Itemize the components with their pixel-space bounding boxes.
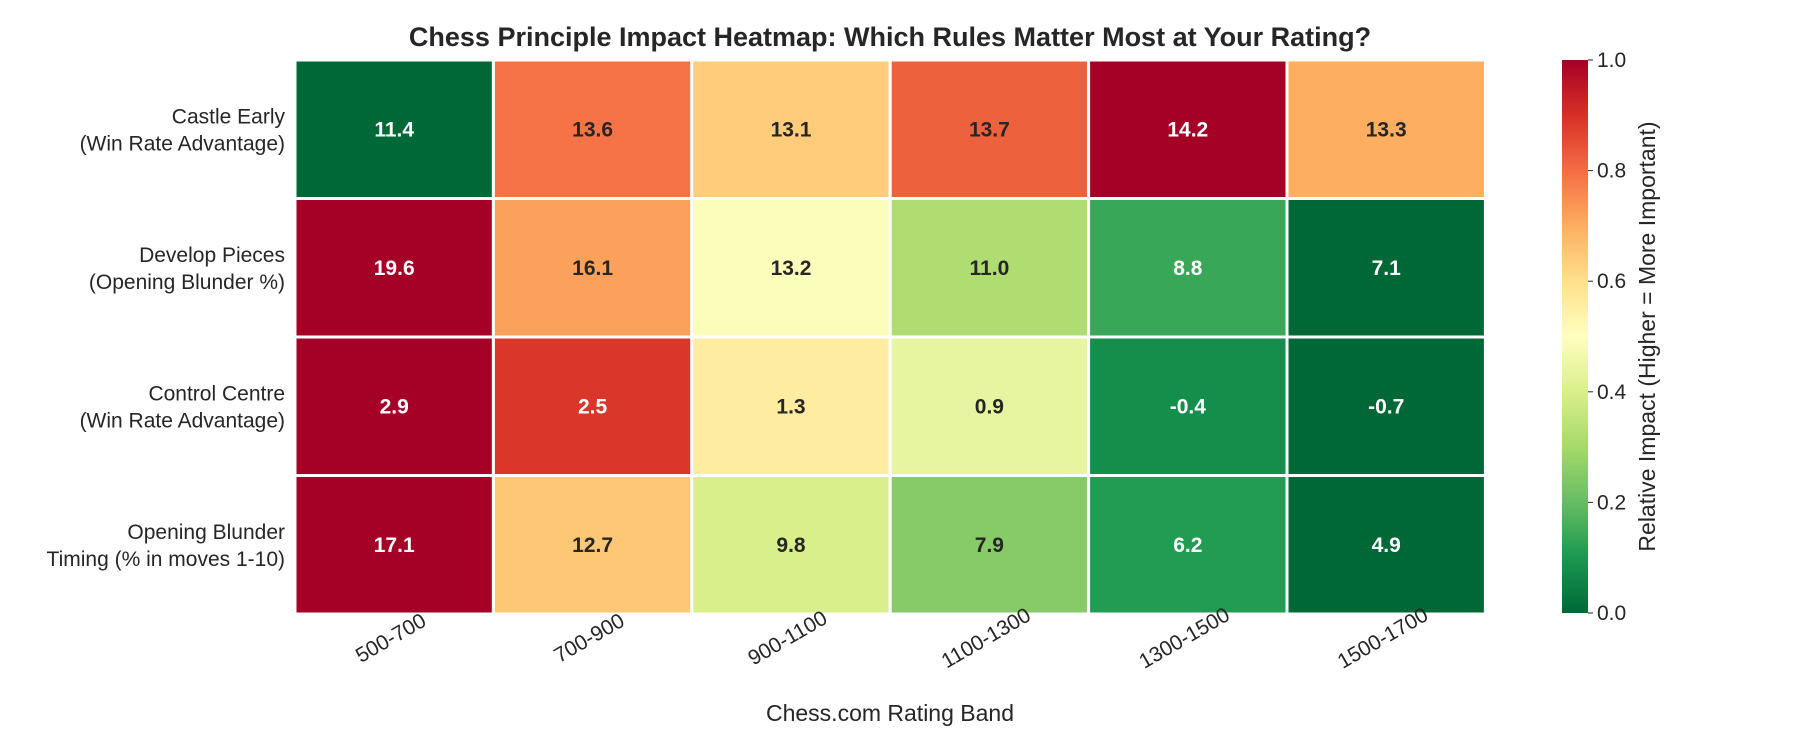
cell-value-label: 2.5 [578, 395, 608, 418]
colorbar-tick-label: 0.4 [1597, 381, 1627, 404]
cell-value-label: 2.9 [380, 395, 409, 418]
cell-value-label: 19.6 [374, 257, 415, 280]
heatmap-cell [690, 58, 892, 200]
cell-value-label: 8.8 [1173, 257, 1203, 280]
cell-value-label: 13.1 [771, 118, 812, 141]
heatmap-cell [491, 58, 694, 200]
heatmap-cell [491, 335, 694, 477]
heatmap-cell [1285, 197, 1487, 339]
row-label: Castle Early (Win Rate Advantage) [80, 105, 286, 155]
cell-value-label: -0.4 [1170, 395, 1207, 418]
cell-value-label: 11.4 [374, 118, 414, 141]
colorbar-tick-label: 0.8 [1597, 160, 1626, 183]
heatmap-cell [1285, 335, 1487, 477]
cell-value-label: 7.1 [1372, 257, 1402, 280]
colorbar-tick-label: 0.6 [1597, 270, 1626, 293]
x-tick-label: 500-700 [352, 609, 430, 667]
heatmap-cell [1087, 335, 1289, 477]
heatmap-cell [1285, 58, 1487, 200]
cell-value-label: 14.2 [1167, 118, 1208, 141]
cell-value-label: 13.3 [1366, 118, 1407, 141]
heatmap-cell [293, 474, 495, 616]
colorbar-tick-label: 0.0 [1597, 602, 1626, 625]
colorbar-gradient [1562, 60, 1588, 613]
x-axis-title: Chess.com Rating Band [766, 700, 1014, 726]
row-label: Develop Pieces (Opening Blunder %) [89, 244, 285, 294]
colorbar: 0.0 0.2 0.4 0.6 0.8 1.0 Relative Impact (Highe… [1562, 49, 1660, 625]
heatmap-cell [888, 335, 1091, 477]
heatmap-cell [690, 474, 892, 616]
row-label: Opening Blunder Timing (% in moves 1-10) [47, 521, 285, 571]
cell-value-label: 11.0 [970, 257, 1010, 280]
cell-value-label: 9.8 [776, 534, 806, 557]
x-tick-label: 700-900 [550, 609, 628, 667]
row-labels: Castle Early (Win Rate Advantage) Develop … [47, 105, 286, 571]
chart-title: Chess Principle Impact Heatmap: Which Ru… [409, 22, 1371, 52]
row-label: Control Centre (Win Rate Advantage) [80, 382, 285, 432]
colorbar-label: Relative Impact (Higher = More Important… [1634, 121, 1660, 551]
heatmap-cell [293, 58, 495, 200]
cell-value-label: 0.9 [975, 395, 1004, 418]
heatmap-cell [1285, 474, 1487, 616]
colorbar-tick-label: 0.2 [1597, 491, 1626, 514]
heatmap-cells: 11.4 13.6 13.1 13.7 14.2 13.3 19.6 16.1 13.2 11.0… [293, 58, 1487, 616]
colorbar-tick-label: 1.0 [1597, 49, 1626, 72]
cell-value-label: 7.9 [975, 534, 1004, 557]
cell-value-label: 16.1 [572, 257, 613, 280]
cell-value-label: 13.6 [572, 118, 613, 141]
cell-value-label: 17.1 [374, 534, 415, 557]
x-tick-label: 900-1100 [744, 607, 831, 671]
heatmap-cell [491, 474, 694, 616]
cell-value-label: 6.2 [1173, 534, 1202, 557]
heatmap-cell [1087, 474, 1289, 616]
cell-value-label: 4.9 [1372, 534, 1401, 557]
heatmap-cell [491, 197, 694, 339]
heatmap-cell [888, 197, 1091, 339]
heatmap-cell [888, 474, 1091, 616]
cell-value-label: 13.7 [969, 118, 1010, 141]
cell-value-label: -0.7 [1368, 395, 1404, 418]
cell-value-label: 13.2 [771, 257, 812, 280]
cell-value-label: 1.3 [776, 395, 805, 418]
cell-value-label: 12.7 [572, 534, 613, 557]
